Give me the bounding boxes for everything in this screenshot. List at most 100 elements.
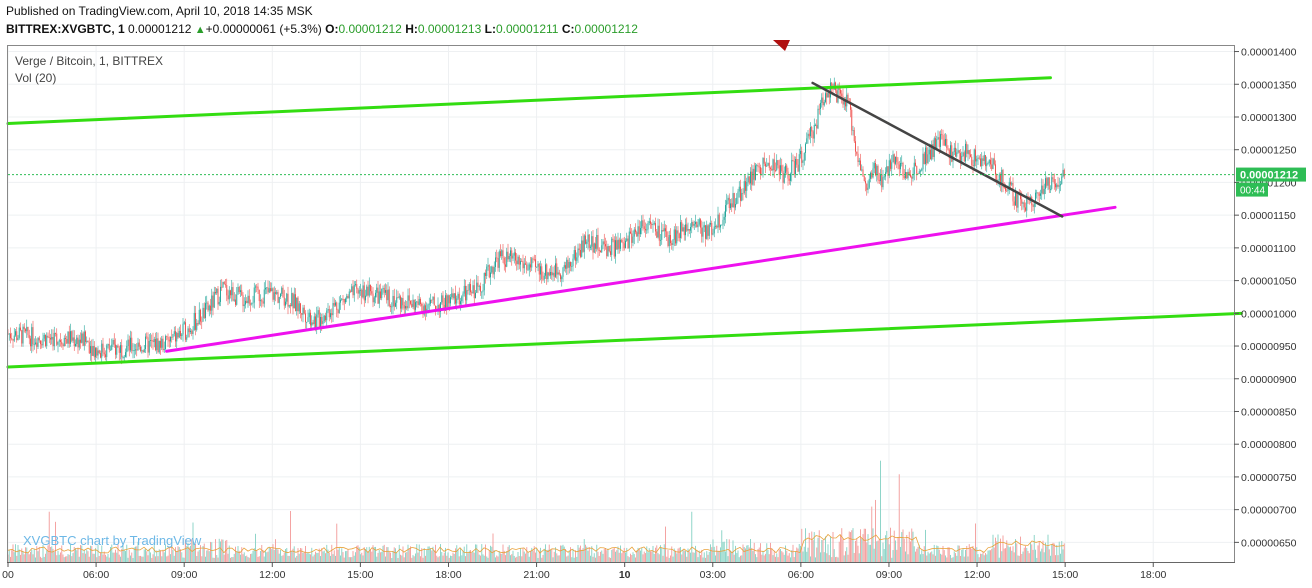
candle-body [551,271,553,276]
candle-body [271,288,273,292]
candle-body [687,229,689,231]
volume-bar [710,544,711,562]
volume-bar [10,556,11,562]
candle-body [878,179,880,182]
volume-bar [160,550,161,562]
volume-bar [135,546,136,562]
volume-bar [880,460,881,562]
volume-bar [243,552,245,562]
candle-body [110,349,111,351]
volume-bar [427,546,429,562]
candle-body [995,164,996,175]
candle-body [620,239,621,249]
candle-body [237,286,239,295]
candle-body [63,337,65,347]
candle-body [251,303,253,305]
candle-body [673,229,675,240]
volume-bar [391,557,393,562]
volume-bar [150,552,151,562]
candle-body [147,337,149,353]
candle-body [347,295,349,299]
candle-body [311,322,313,326]
volume-bar [457,549,459,562]
candle-body [795,159,796,175]
volume-bar [950,554,951,562]
volume-bar [182,557,184,562]
candle-body [391,306,393,308]
volume-bar [421,548,423,562]
volume-bar [888,544,890,562]
volume-bar [930,552,931,562]
volume-bar [787,555,789,562]
volume-bar [811,531,813,562]
candle-body [27,326,29,336]
volume-bar [395,548,396,562]
candle-body [600,251,601,253]
candle-body [492,266,494,275]
candle-body [141,350,143,352]
candle-body [163,349,165,351]
volume-bar [37,551,39,562]
candle-body [100,353,101,358]
volume-bar [917,546,919,562]
volume-bar [107,554,109,562]
candle-body [708,224,710,236]
volume-bar [78,556,80,562]
candle-body [1027,196,1029,197]
volume-bar [408,548,410,562]
volume-bar [1015,539,1016,562]
candle-body [487,265,489,267]
volume-bar [336,523,338,562]
volume-bar [380,552,381,562]
candle-body [591,236,593,247]
candle-body [970,154,971,157]
candle-body [637,226,639,237]
volume-bar [191,539,193,562]
candle-body [392,295,394,307]
candle-body [81,333,83,343]
x-tick-label: 18:00 [435,569,461,581]
candle-body [607,246,609,257]
candle-body [67,331,69,344]
volume-bar [998,557,1000,562]
volume-bar [708,551,710,562]
y-tick-label: 0.00000900 [1241,374,1297,386]
candle-body [231,287,233,296]
candle-body [221,286,223,288]
volume-bar [223,554,225,562]
candle-body [355,284,356,286]
volume-bar [630,553,631,562]
volume-bar [752,550,754,562]
candle-body [902,162,904,176]
candle-body [28,335,30,339]
volume-bar [947,547,949,562]
volume-bar [831,557,833,562]
candle-body [538,263,540,275]
trendlines [6,76,1243,369]
volume-bar [270,547,271,562]
candle-body [536,266,538,268]
volume-bar [392,550,394,562]
candle-body [655,223,656,232]
candle-body [858,160,860,163]
volume-bar [571,557,573,562]
candle-body [473,285,475,299]
candle-body [73,337,75,347]
volume-bar [665,526,666,562]
volume-bar [341,548,343,562]
volume-bar [945,555,946,562]
volume-bar [757,549,759,562]
volume-bar [751,547,753,562]
candle-body [140,346,141,351]
candle-body [87,340,89,343]
candle-body [380,291,381,299]
volume-bar [502,544,504,562]
candle-body [787,171,789,179]
candle-body [146,336,148,338]
volume-bar [12,544,14,562]
candle-body [918,171,920,174]
volume-bar [711,547,713,562]
candle-body [762,157,764,175]
volume-bar [418,544,420,562]
